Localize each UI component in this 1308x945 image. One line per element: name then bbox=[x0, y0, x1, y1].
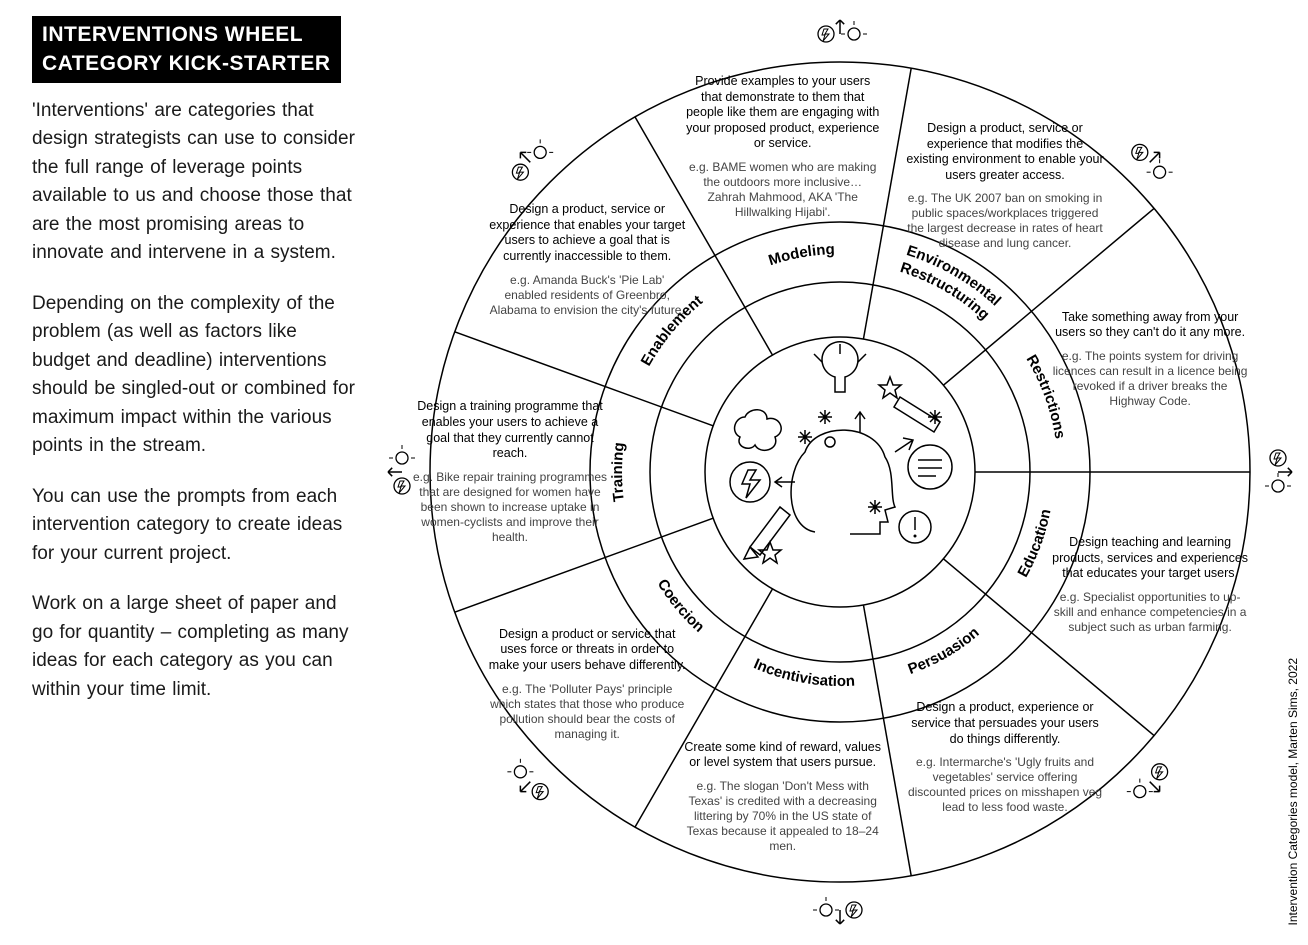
segment-example: e.g. Bike repair training programmes tha… bbox=[411, 470, 609, 545]
segment-description: Take something away from your users so t… bbox=[1051, 310, 1249, 341]
segment-text: Take something away from your users so t… bbox=[1045, 259, 1255, 459]
spark-icon bbox=[818, 20, 867, 42]
segment-example: e.g. Amanda Buck's 'Pie Lab' enabled res… bbox=[488, 273, 686, 318]
wheel-ring bbox=[705, 337, 975, 607]
title-block: INTERVENTIONS WHEEL CATEGORY KICK-STARTE… bbox=[32, 16, 341, 83]
segment-text: Design a product, service or experience … bbox=[900, 86, 1110, 286]
segment-description: Create some kind of reward, values or le… bbox=[684, 740, 882, 771]
segment-example: e.g. The UK 2007 ban on smoking in publi… bbox=[906, 191, 1104, 251]
segment-description: Design a training programme that enables… bbox=[411, 399, 609, 462]
intro-p2: Depending on the complexity of the probl… bbox=[32, 290, 356, 461]
page: INTERVENTIONS WHEEL CATEGORY KICK-STARTE… bbox=[0, 0, 1308, 945]
category-label: Incentivisation bbox=[751, 655, 855, 690]
segment-description: Provide examples to your users that demo… bbox=[684, 74, 882, 152]
intro-text: 'Interventions' are categories that desi… bbox=[32, 97, 356, 705]
segment-text: Design a product or service that uses fo… bbox=[482, 584, 692, 784]
title-line-1: INTERVENTIONS WHEEL bbox=[42, 23, 303, 46]
segment-text: Design a training programme that enables… bbox=[405, 372, 615, 572]
segment-description: Design a product, experience or service … bbox=[906, 700, 1104, 747]
wheel-column: RestrictionsTake something away from you… bbox=[380, 0, 1308, 945]
spark-icon bbox=[1132, 144, 1173, 178]
interventions-wheel: RestrictionsTake something away from you… bbox=[380, 0, 1308, 945]
segment-text: Create some kind of reward, values or le… bbox=[678, 697, 888, 897]
segment-example: e.g. Intermarche's 'Ugly fruits and vege… bbox=[906, 755, 1104, 815]
segment-example: e.g. The slogan 'Don't Mess with Texas' … bbox=[684, 779, 882, 854]
segment-text: Design a product, service or experience … bbox=[482, 160, 692, 360]
segment-description: Design teaching and learning products, s… bbox=[1051, 535, 1249, 582]
segment-example: e.g. BAME women who are making the outdo… bbox=[684, 160, 882, 220]
attribution-text: Intervention Categories model, Marten Si… bbox=[1286, 658, 1300, 925]
spark-icon bbox=[1265, 450, 1292, 492]
intro-p1: 'Interventions' are categories that desi… bbox=[32, 97, 356, 268]
segment-example: e.g. The 'Polluter Pays' principle which… bbox=[488, 682, 686, 742]
segment-description: Design a product, service or experience … bbox=[906, 121, 1104, 184]
spark-icon bbox=[1127, 764, 1168, 798]
title-line-2: CATEGORY KICK-STARTER bbox=[42, 52, 331, 75]
segment-text: Provide examples to your users that demo… bbox=[678, 47, 888, 247]
segment-example: e.g. The points system for driving licen… bbox=[1051, 349, 1249, 409]
intro-p4: Work on a large sheet of paper and go fo… bbox=[32, 590, 356, 704]
segment-text: Design teaching and learning products, s… bbox=[1045, 485, 1255, 685]
segment-text: Design a product, experience or service … bbox=[900, 658, 1110, 858]
spark-icon bbox=[813, 897, 862, 924]
segment-description: Design a product or service that uses fo… bbox=[488, 627, 686, 674]
segment-description: Design a product, service or experience … bbox=[488, 202, 686, 265]
intro-p3: You can use the prompts from each interv… bbox=[32, 483, 356, 569]
wheel-ring bbox=[650, 282, 1030, 662]
hub-illustration bbox=[730, 342, 952, 563]
left-column: INTERVENTIONS WHEEL CATEGORY KICK-STARTE… bbox=[0, 0, 380, 945]
segment-example: e.g. Specialist opportunities to up-skil… bbox=[1051, 590, 1249, 635]
